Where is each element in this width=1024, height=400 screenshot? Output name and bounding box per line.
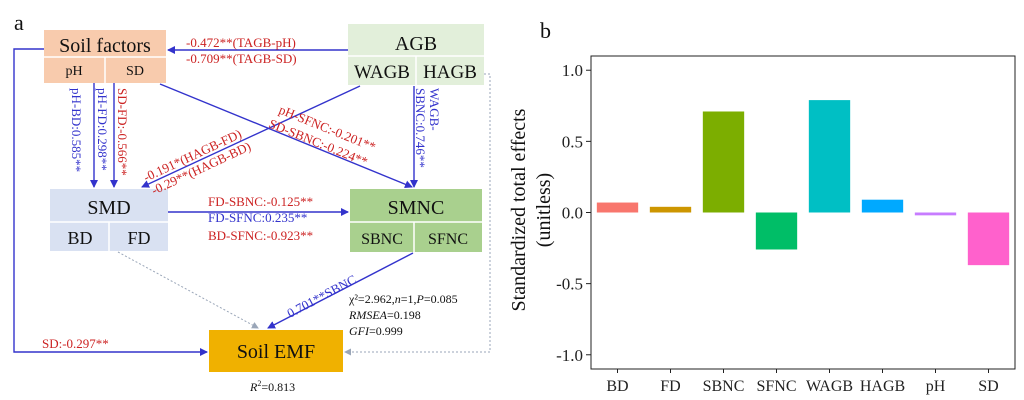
bar-sbnc <box>702 111 745 213</box>
y-axis-label-line2: (unitless) <box>533 173 555 247</box>
label-agb-soil-ph: -0.472**(TAGB-pH) <box>186 35 296 50</box>
x-axis: BD FD SBNC SFNC WAGB HAGB pH SD <box>606 369 999 395</box>
smd-fd: FD <box>127 228 150 248</box>
fit-chi-square: χ²=2.962,n=1,P=0.085 <box>348 292 458 306</box>
smnc-title: SMNC <box>388 197 445 219</box>
smnc-sfnc: SFNC <box>428 231 468 248</box>
x-tick-label-hagb: HAGB <box>860 378 905 395</box>
bar-bd <box>596 202 639 213</box>
bar-sfnc <box>755 212 798 250</box>
y-axis-label-line1: Standardized total effects <box>508 108 530 311</box>
x-tick-label-sbnc: SBNC <box>703 378 745 395</box>
bar-sd <box>967 212 1010 266</box>
agb-title: AGB <box>395 33 437 55</box>
x-tick-label-sfnc: SFNC <box>756 378 796 395</box>
label-fd-sfnc: FD-SFNC:0.235** <box>208 210 307 225</box>
label-ph-bd: pH-BD:0.585** <box>69 88 84 172</box>
agb-hagb: HAGB <box>423 62 477 83</box>
y-tick-label: 0.5 <box>562 132 583 151</box>
fit-rmsea: RMSEA=0.198 <box>348 308 421 322</box>
label-wagb-b: SBNC:0.746** <box>413 88 428 168</box>
bar-fd <box>649 206 692 213</box>
label-ph-fd: pH-FD:0.298** <box>95 88 110 171</box>
agb-wagb: WAGB <box>354 62 410 83</box>
x-tick-label-wagb: WAGB <box>806 378 853 395</box>
x-tick-label-bd: BD <box>606 378 628 395</box>
smd-title: SMD <box>87 197 130 219</box>
label-bd-sfnc: BD-SFNC:-0.923** <box>208 228 313 243</box>
label-agb-soil-sd: -0.709**(TAGB-SD) <box>186 51 297 66</box>
y-tick-label: -0.5 <box>556 275 583 294</box>
y-tick-label: 1.0 <box>562 61 583 80</box>
label-sbnc-emf: 0.701**SBNC <box>284 272 358 321</box>
panel-b: b Standardized total effects (unitless) … <box>508 18 1016 395</box>
label-sd-fd: SD-FD:-0.566** <box>115 88 130 176</box>
y-axis: 1.0 0.5 0.0 -0.5 -1.0 <box>556 61 591 365</box>
x-tick-label-ph: pH <box>926 378 946 395</box>
bar-ph <box>914 212 957 216</box>
panel-a-label: a <box>14 10 24 35</box>
bars <box>596 100 1010 266</box>
path-arrows <box>13 46 491 356</box>
y-tick-label: 0.0 <box>562 204 583 223</box>
fit-r-squared: R2=0.813 <box>249 379 295 394</box>
panel-a: a Soil factors pH SD AGB WAGB HAGB SMD B… <box>13 10 491 394</box>
soil-emf-title: Soil EMF <box>237 341 315 363</box>
bar-wagb <box>808 100 851 213</box>
soil-factors-sd: SD <box>126 64 144 79</box>
model-fit-stats: χ²=2.962,n=1,P=0.085 RMSEA=0.198 GFI=0.9… <box>249 292 458 394</box>
smd-bd: BD <box>67 228 92 248</box>
smnc-box: SMNC SBNC SFNC <box>350 189 482 252</box>
label-sd-emf: SD:-0.297** <box>42 336 109 351</box>
agb-box: AGB WAGB HAGB <box>348 24 484 85</box>
y-tick-label: -1.0 <box>556 346 583 365</box>
soil-factors-ph: pH <box>65 64 82 79</box>
smd-box: SMD BD FD <box>50 189 168 251</box>
x-tick-label-fd: FD <box>660 378 680 395</box>
label-fd-sbnc: FD-SBNC:-0.125** <box>208 194 313 209</box>
soil-factors-box: Soil factors pH SD <box>44 30 166 83</box>
smnc-sbnc: SBNC <box>361 231 403 248</box>
label-wagb-a: WAGB- <box>427 88 442 131</box>
x-tick-label-sd: SD <box>978 378 998 395</box>
bar-hagb <box>861 199 904 213</box>
panel-b-label: b <box>540 18 551 43</box>
soil-emf-box: Soil EMF <box>209 330 343 372</box>
soil-factors-title: Soil factors <box>59 35 151 57</box>
fit-gfi: GFI=0.999 <box>349 324 403 338</box>
